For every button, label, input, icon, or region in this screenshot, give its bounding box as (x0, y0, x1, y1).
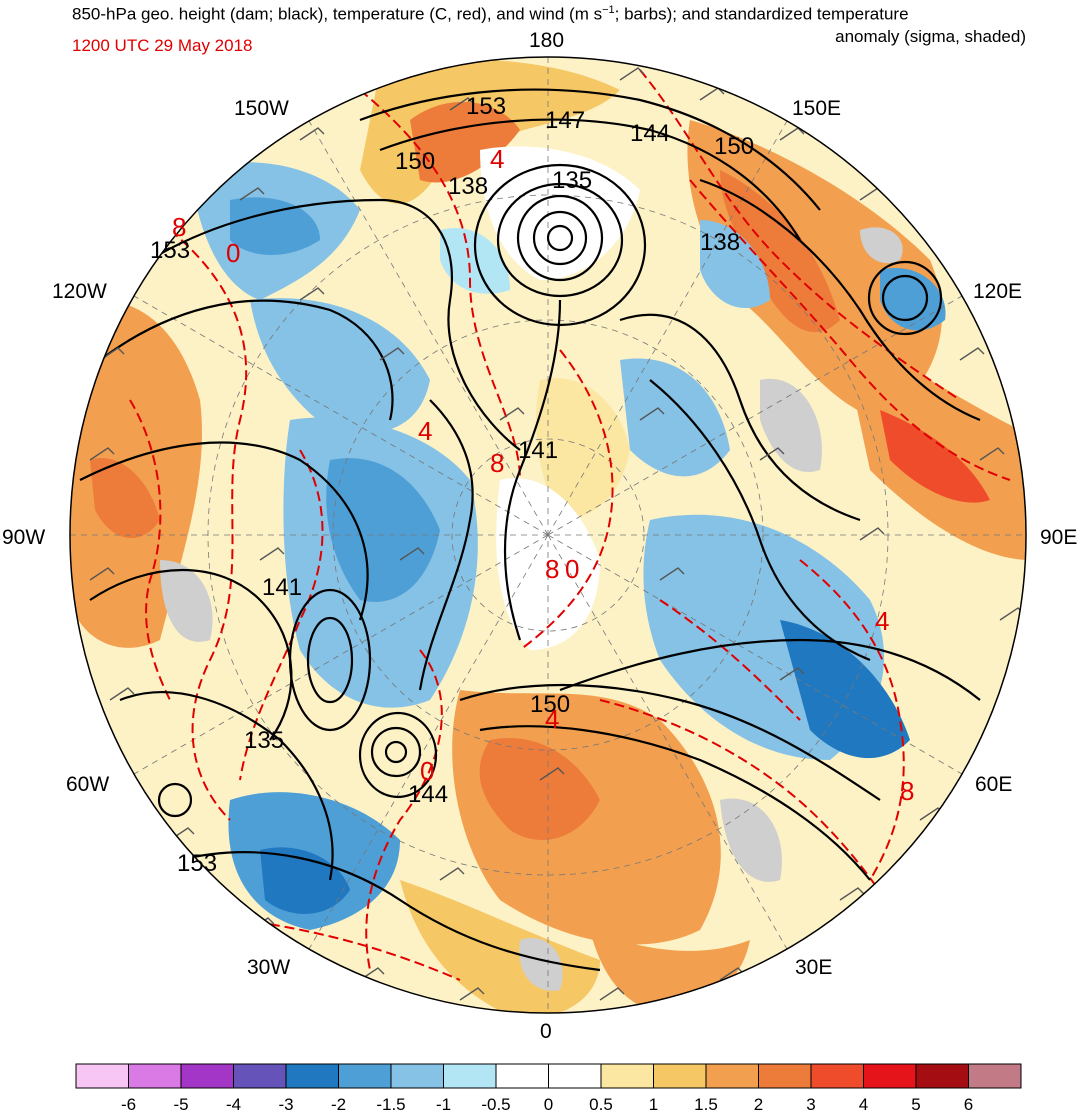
lon-label-120e: 120E (973, 280, 1023, 303)
temperature-label: 4 (490, 144, 504, 174)
colorbar-tick-label: 3 (806, 1095, 815, 1112)
map-title: 850-hPa geo. height (dam; black), temper… (72, 4, 909, 24)
temperature-label: 8 (490, 448, 504, 478)
colorbar-swatch (968, 1063, 1022, 1089)
height-label: 150 (530, 691, 570, 718)
colorbar-swatch (705, 1063, 759, 1089)
colorbar-tick-label: 1.5 (694, 1095, 718, 1112)
lon-label-0: 0 (540, 1020, 552, 1043)
colorbar-tick-label: 1 (649, 1095, 658, 1112)
colorbar-swatch (653, 1063, 707, 1089)
height-contour-labels: 153 147 144 150 135 138 150 153 138 141 … (150, 93, 754, 877)
lon-label-180: 180 (529, 29, 565, 52)
height-label: 141 (518, 437, 558, 464)
height-label: 150 (714, 133, 754, 160)
lon-label-30w: 30W (247, 956, 291, 979)
height-label: 153 (150, 237, 190, 264)
lon-label-60w: 60W (66, 773, 110, 796)
colorbar-swatch (810, 1063, 864, 1089)
lon-label-120w: 120W (52, 280, 107, 303)
height-label: 153 (177, 850, 217, 877)
colorbar: -6 -5 -4 -3 -2 -1.5 -1 -0.5 0 0.5 1 1.5 2 3 4 5 6 (75, 1063, 1022, 1112)
height-label: 138 (700, 229, 740, 256)
colorbar-tick-label: 4 (859, 1095, 868, 1112)
temperature-label: 4 (545, 704, 559, 734)
colorbar-tick-label: 0 (544, 1095, 553, 1112)
colorbar-swatch (128, 1063, 182, 1089)
colorbar-swatch (75, 1063, 129, 1089)
lon-label-90e: 90E (1040, 526, 1078, 549)
temperature-label: 4 (875, 606, 889, 636)
height-label: 144 (408, 781, 448, 808)
height-label: 144 (630, 120, 670, 147)
lon-label-150e: 150E (792, 97, 842, 120)
colorbar-tick-label: 5 (911, 1095, 920, 1112)
colorbar-tick-label: -3 (278, 1095, 293, 1112)
colorbar-tick-label: 2 (754, 1095, 763, 1112)
height-label: 150 (395, 148, 435, 175)
temperature-label: 0 (420, 756, 434, 786)
lon-label-90w: 90W (2, 526, 46, 549)
wind-barbs (89, 67, 1025, 1001)
colorbar-swatch (495, 1063, 549, 1089)
height-label: 153 (466, 93, 506, 120)
colorbar-tick-label: -1 (436, 1095, 451, 1112)
temperature-label: 0 (226, 238, 240, 268)
lon-label-60e: 60E (975, 773, 1013, 796)
colorbar-tick-label: -2 (331, 1095, 346, 1112)
height-label: 141 (262, 574, 302, 601)
colorbar-swatch (915, 1063, 969, 1089)
colorbar-swatch (390, 1063, 444, 1089)
temperature-label: 8 (900, 776, 914, 806)
colorbar-swatch (600, 1063, 654, 1089)
colorbar-swatch (863, 1063, 917, 1089)
height-label: 138 (448, 173, 488, 200)
colorbar-tick-label: -1.5 (376, 1095, 405, 1112)
height-label: 135 (552, 167, 592, 194)
colorbar-tick-label: 6 (964, 1095, 973, 1112)
valid-time: 1200 UTC 29 May 2018 (72, 36, 253, 55)
colorbar-swatch (285, 1063, 339, 1089)
temperature-label: 0 (565, 554, 579, 584)
lon-label-150w: 150W (234, 97, 289, 120)
height-label: 147 (545, 107, 585, 134)
map-boundary (69, 56, 1027, 1014)
lon-label-30e: 30E (795, 956, 833, 979)
colorbar-tick-label: -6 (121, 1095, 136, 1112)
colorbar-swatch (443, 1063, 497, 1089)
colorbar-swatch (180, 1063, 234, 1089)
height-label: 135 (244, 727, 284, 754)
colorbar-tick-label: -0.5 (481, 1095, 510, 1112)
colorbar-swatch (338, 1063, 392, 1089)
map-title-line2: anomaly (sigma, shaded) (835, 27, 1026, 46)
temperature-contour-labels: 0 4 8 8 0 4 4 8 4 0 8 (172, 144, 914, 806)
colorbar-swatch (758, 1063, 812, 1089)
temperature-label: 4 (418, 416, 432, 446)
colorbar-swatch (548, 1063, 602, 1089)
colorbar-tick-label: -5 (173, 1095, 188, 1112)
colorbar-tick-label: -4 (226, 1095, 241, 1112)
colorbar-tick-label: 0.5 (589, 1095, 613, 1112)
colorbar-swatch (233, 1063, 287, 1089)
temperature-label: 8 (172, 212, 186, 242)
temperature-label: 8 (545, 554, 559, 584)
height-contours (79, 88, 981, 972)
